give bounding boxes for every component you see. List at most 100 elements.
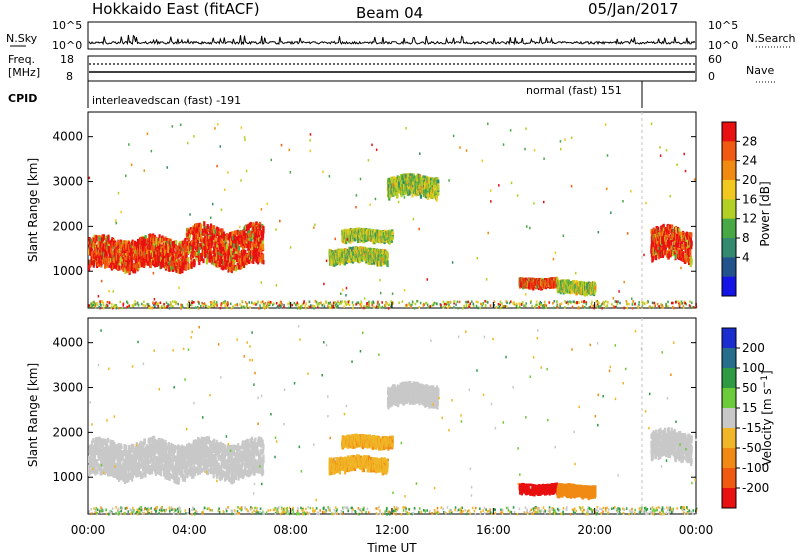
power-echo-cell	[217, 254, 220, 261]
power-echo-cell	[652, 241, 655, 247]
power-echo-cell	[89, 239, 92, 243]
power-echo-cell	[219, 306, 222, 310]
power-echo-cell	[420, 177, 423, 182]
power-echo-cell	[390, 193, 393, 197]
cpid-label: CPID	[8, 92, 37, 105]
power-echo-cell	[103, 251, 106, 256]
power-echo-cell	[652, 255, 655, 261]
power-echo-cell	[88, 264, 91, 268]
power-echo-cell	[193, 252, 196, 257]
power-echo-cell	[212, 225, 216, 230]
power-echo-cell	[214, 229, 217, 235]
power-echo-cell	[227, 253, 230, 259]
power-echo-cell	[411, 177, 414, 184]
power-echo-cell	[98, 240, 101, 246]
power-echo-cell	[163, 237, 166, 241]
power-echo-cell	[372, 300, 374, 303]
power-echo-cell	[256, 228, 259, 233]
power-echo-cell	[149, 261, 152, 268]
power-echo-cell	[654, 251, 657, 256]
power-echo-cell	[182, 260, 185, 266]
power-echo-cell	[250, 258, 253, 264]
power-echo-cell	[385, 254, 388, 261]
power-echo-cell	[249, 236, 252, 242]
power-echo-cell	[252, 251, 255, 258]
power-echo-cell	[398, 301, 400, 305]
power-echo-cell	[251, 228, 254, 233]
power-echo-cell	[92, 241, 95, 247]
power-echo-cell	[254, 231, 257, 237]
power-echo-cell	[248, 257, 251, 265]
power-echo-cell	[221, 228, 224, 234]
power-echo-cell	[229, 267, 232, 273]
power-echo-cell	[131, 239, 134, 247]
power-echo-cell	[162, 258, 165, 265]
power-echo-cell	[117, 247, 120, 255]
power-echo-cell	[262, 228, 265, 234]
power-echo-cell	[351, 247, 354, 253]
freq-right-tick-top: 60	[708, 53, 722, 66]
power-echo-cell	[690, 258, 693, 265]
power-echo-cell	[242, 240, 246, 245]
power-echo-cell	[409, 188, 412, 194]
power-echo-cell	[656, 302, 659, 306]
power-echo-cell	[135, 257, 138, 265]
power-echo-cell	[123, 240, 126, 246]
power-echo-cell	[106, 243, 109, 247]
power-echo-cell	[199, 243, 202, 247]
power-echo-cell	[262, 260, 265, 265]
noise-right-label: N.Search	[746, 32, 796, 45]
power-echo-cell	[172, 267, 175, 272]
power-echo-cell	[223, 255, 227, 260]
power-echo-region	[650, 223, 693, 268]
power-echo-cell	[197, 249, 200, 256]
power-echo-cell	[402, 179, 406, 185]
power-echo-cell	[253, 227, 256, 232]
power-echo-cell	[224, 253, 227, 257]
power-echo-cell	[114, 248, 117, 254]
power-echo-cell	[255, 221, 258, 226]
power-echo-cell	[566, 287, 569, 294]
power-echo-cell	[121, 261, 124, 267]
power-echo-cell	[186, 260, 189, 264]
power-echo-cell	[93, 234, 96, 238]
power-echo-cell	[112, 261, 115, 266]
power-echo-cell	[137, 242, 141, 249]
power-echo-cell	[182, 255, 185, 262]
power-echo-cell	[256, 233, 259, 238]
power-echo-cell	[287, 302, 289, 306]
power-echo-cell	[128, 267, 131, 274]
nave-right-label: Nave	[746, 64, 774, 77]
power-data-layer	[88, 122, 698, 310]
power-echo-cell	[105, 252, 108, 259]
power-echo-cell	[226, 264, 229, 270]
power-echo-cell	[196, 231, 200, 239]
power-echo-cell	[142, 240, 145, 247]
power-echo-cell	[231, 231, 234, 237]
power-echo-cell	[212, 229, 215, 237]
power-echo-cell	[122, 240, 125, 245]
noise-trace	[88, 34, 696, 46]
cpid-panel: CPID interleavedscan (fast) -191 normal …	[8, 81, 643, 108]
power-echo-cell	[229, 262, 232, 268]
power-echo-cell	[222, 264, 225, 270]
power-echo-cell	[422, 175, 425, 180]
power-echo-cell	[127, 250, 130, 256]
power-echo-cell	[186, 241, 189, 247]
power-echo-cell	[187, 239, 190, 243]
power-echo-cell	[394, 190, 397, 196]
power-echo-cell	[411, 190, 414, 198]
power-echo-cell	[638, 301, 640, 304]
power-echo-cell	[147, 256, 150, 262]
power-echo-cell	[402, 184, 406, 191]
power-echo-cell	[344, 228, 347, 233]
power-echo-cell	[650, 252, 654, 258]
power-echo-cell	[209, 245, 212, 251]
power-echo-cell	[223, 234, 227, 238]
power-echo-cell	[221, 242, 225, 247]
power-echo-cell	[101, 234, 104, 238]
power-echo-cell	[249, 221, 252, 228]
power-echo-cell	[103, 255, 106, 263]
power-echo-cell	[142, 256, 145, 262]
